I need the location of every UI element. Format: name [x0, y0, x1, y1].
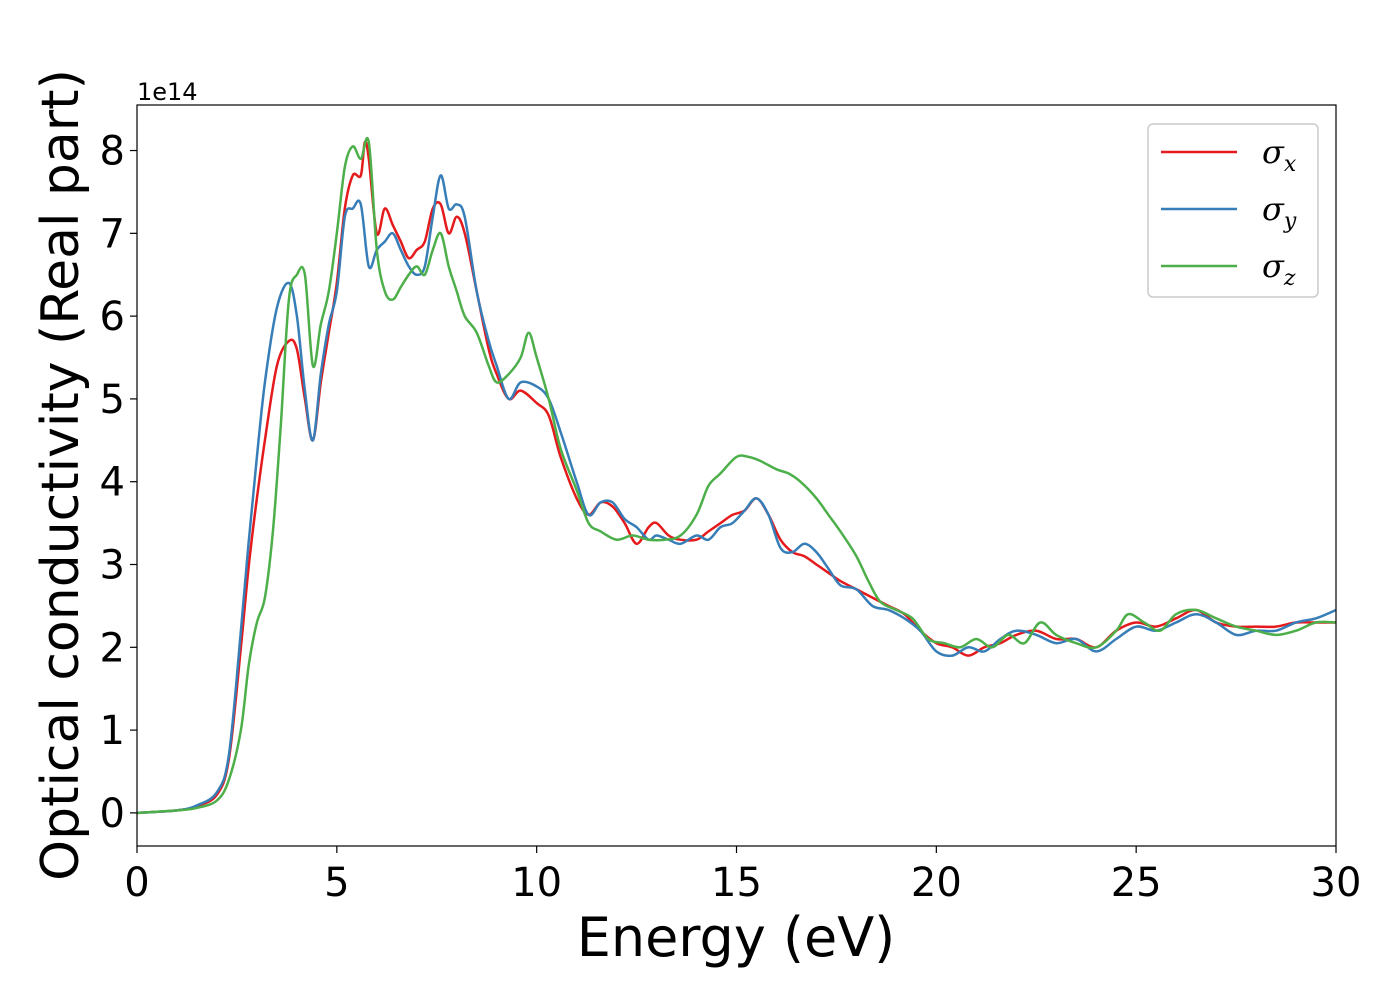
x-tick-label: 15 — [711, 860, 762, 906]
y-offset-label: 1e14 — [137, 78, 198, 106]
y-tick-label: 6 — [100, 294, 125, 340]
x-axis-label: Energy (eV) — [577, 906, 896, 969]
x-tick-label: 5 — [324, 860, 349, 906]
x-tick-label: 10 — [511, 860, 562, 906]
x-tick-label: 0 — [124, 860, 149, 906]
y-tick-label: 3 — [100, 543, 125, 589]
y-tick-label: 8 — [100, 129, 125, 175]
x-tick-label: 30 — [1311, 860, 1362, 906]
x-tick-label: 25 — [1111, 860, 1162, 906]
series-line-z — [136, 137, 1337, 815]
legend-label-x: σx — [1262, 133, 1297, 177]
y-tick-label: 1 — [100, 708, 125, 754]
x-tick-label: 20 — [911, 860, 962, 906]
y-tick-label: 4 — [100, 460, 125, 506]
y-axis-ticks: 0 1 2 3 4 5 6 7 8 — [100, 129, 137, 837]
y-axis-label: Optical conductivity (Real part) — [31, 69, 91, 881]
x-axis-ticks: 0 5 10 15 20 25 30 — [124, 846, 1361, 906]
legend-box — [1147, 123, 1319, 298]
y-tick-label: 5 — [100, 377, 125, 423]
y-tick-label: 7 — [100, 211, 125, 257]
series-line-x — [136, 140, 1336, 815]
y-tick-label: 2 — [100, 625, 125, 671]
series-layer — [136, 137, 1337, 815]
y-tick-label: 0 — [100, 791, 125, 837]
